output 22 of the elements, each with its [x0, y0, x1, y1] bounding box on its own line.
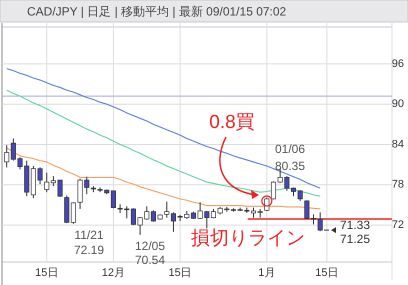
ref-line-label: 損切りライン — [191, 228, 305, 250]
x-tick-label: 15日 — [35, 267, 58, 279]
chart-title: CAD/JPY | 日足 | 移動平均 | 最新 09/01/15 07:02 — [27, 4, 287, 18]
annotation: 80.35 — [274, 159, 306, 173]
y-tick-label: 72 — [392, 218, 404, 231]
text: 71.25 — [340, 232, 370, 246]
y-tick-label: 90 — [392, 98, 404, 110]
annotation: 70.54 — [134, 253, 166, 267]
x-tick-label: 1月 — [258, 267, 276, 279]
text: 71.33 — [340, 218, 370, 232]
annotation: 11/21 — [74, 228, 104, 242]
annotation: 0.8買 — [209, 112, 255, 133]
annotation: 12/05 — [134, 239, 166, 253]
y-tick-label: 96 — [392, 58, 404, 70]
x-tick-label: 12月 — [102, 267, 126, 279]
line-series — [6, 68, 321, 189]
annotation: 01/06 — [274, 142, 306, 156]
annotation: 72.19 — [74, 243, 104, 257]
y-tick-label: 78 — [392, 178, 404, 191]
x-tick-label: 15日 — [315, 267, 338, 279]
y-tick-label: 84 — [392, 138, 404, 150]
x-tick-label: 15日 — [168, 267, 192, 279]
